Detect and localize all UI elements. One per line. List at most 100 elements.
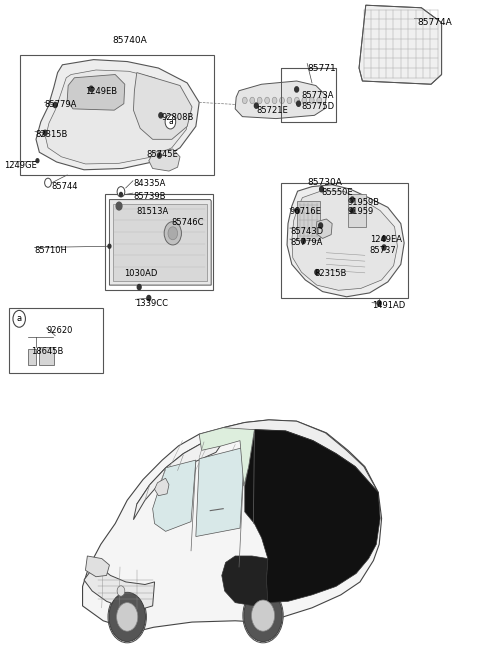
Bar — [39, 347, 54, 365]
Text: 85730A: 85730A — [307, 178, 342, 187]
Polygon shape — [199, 428, 254, 486]
Circle shape — [244, 590, 282, 642]
Text: 91959B: 91959B — [348, 198, 380, 207]
Bar — [105, 194, 213, 290]
Circle shape — [301, 238, 305, 244]
Text: 85779A: 85779A — [45, 100, 77, 110]
Text: 1249EB: 1249EB — [85, 87, 118, 97]
Circle shape — [109, 592, 145, 642]
Text: 1030AD: 1030AD — [124, 269, 157, 278]
Circle shape — [108, 244, 111, 248]
Circle shape — [117, 603, 138, 631]
Circle shape — [242, 97, 247, 104]
Circle shape — [168, 227, 178, 240]
Circle shape — [350, 208, 354, 213]
Bar — [281, 68, 336, 122]
Polygon shape — [196, 447, 245, 537]
Polygon shape — [85, 556, 109, 577]
Circle shape — [250, 97, 254, 104]
Circle shape — [319, 223, 323, 228]
Circle shape — [108, 591, 146, 643]
Text: 85773A: 85773A — [301, 91, 334, 100]
Circle shape — [43, 130, 47, 135]
Circle shape — [287, 97, 292, 104]
Polygon shape — [359, 5, 442, 84]
Circle shape — [279, 97, 284, 104]
Circle shape — [117, 586, 125, 596]
Bar — [281, 68, 336, 122]
Circle shape — [117, 187, 125, 197]
Text: 85775D: 85775D — [301, 102, 334, 111]
Circle shape — [382, 236, 386, 241]
Text: 85779A: 85779A — [290, 238, 322, 247]
Circle shape — [295, 97, 300, 104]
Polygon shape — [113, 204, 207, 281]
Circle shape — [377, 301, 381, 306]
Bar — [348, 194, 366, 227]
Circle shape — [164, 222, 181, 245]
Text: 85744: 85744 — [52, 182, 78, 191]
Text: 85745E: 85745E — [146, 150, 178, 159]
Text: 91959: 91959 — [348, 207, 374, 216]
Bar — [297, 201, 320, 240]
Polygon shape — [84, 564, 155, 609]
Bar — [28, 349, 36, 365]
Circle shape — [147, 295, 151, 301]
Text: 85739B: 85739B — [133, 192, 166, 201]
Circle shape — [13, 310, 25, 327]
Text: 82315B: 82315B — [35, 130, 67, 139]
Text: a: a — [168, 117, 173, 126]
Text: 85737: 85737 — [370, 246, 396, 255]
Circle shape — [295, 87, 299, 92]
Circle shape — [302, 97, 307, 104]
Circle shape — [310, 97, 314, 104]
Text: 92620: 92620 — [47, 326, 73, 335]
Bar — [281, 183, 408, 298]
Circle shape — [120, 192, 122, 196]
Polygon shape — [83, 420, 382, 630]
Circle shape — [45, 178, 51, 187]
Text: 85710H: 85710H — [35, 246, 67, 255]
Polygon shape — [36, 60, 199, 170]
Circle shape — [296, 208, 300, 213]
Text: 92808B: 92808B — [161, 113, 193, 122]
Polygon shape — [46, 70, 190, 164]
Polygon shape — [245, 430, 380, 603]
Text: 1491AD: 1491AD — [372, 301, 405, 310]
Text: 1249EA: 1249EA — [370, 235, 402, 244]
Text: 81513A: 81513A — [136, 207, 168, 216]
Polygon shape — [109, 200, 211, 285]
Circle shape — [137, 284, 141, 290]
Bar — [20, 55, 214, 175]
Text: 85771: 85771 — [307, 64, 336, 73]
Circle shape — [243, 588, 283, 643]
Polygon shape — [287, 185, 404, 297]
Polygon shape — [149, 149, 180, 171]
Polygon shape — [235, 81, 326, 119]
Text: 18645B: 18645B — [31, 347, 63, 356]
Text: 96716E: 96716E — [290, 207, 322, 216]
Circle shape — [317, 97, 322, 104]
Text: 85743D: 85743D — [290, 227, 323, 236]
Polygon shape — [137, 420, 378, 504]
Circle shape — [89, 86, 93, 91]
Polygon shape — [153, 460, 196, 531]
Circle shape — [165, 115, 176, 129]
Circle shape — [116, 202, 122, 210]
Circle shape — [252, 600, 275, 631]
Polygon shape — [316, 219, 332, 238]
Text: 85721E: 85721E — [256, 106, 288, 115]
Text: 85774A: 85774A — [418, 18, 452, 27]
Polygon shape — [67, 75, 125, 110]
Circle shape — [272, 97, 277, 104]
Circle shape — [265, 97, 270, 104]
Text: 1249GE: 1249GE — [4, 161, 36, 170]
Circle shape — [159, 113, 163, 118]
Text: a: a — [17, 314, 22, 323]
Circle shape — [350, 197, 354, 202]
Polygon shape — [222, 556, 268, 606]
Circle shape — [53, 102, 57, 108]
Text: 82315B: 82315B — [314, 269, 347, 278]
Text: 84335A: 84335A — [133, 179, 165, 189]
Text: 85746C: 85746C — [172, 218, 204, 227]
